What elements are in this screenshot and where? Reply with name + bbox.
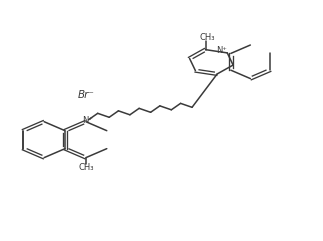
- Text: CH₃: CH₃: [199, 33, 215, 42]
- Text: CH₃: CH₃: [78, 163, 94, 172]
- Text: N⁺: N⁺: [82, 116, 93, 125]
- Text: N⁺: N⁺: [216, 47, 227, 55]
- Text: Br⁻: Br⁻: [78, 90, 94, 100]
